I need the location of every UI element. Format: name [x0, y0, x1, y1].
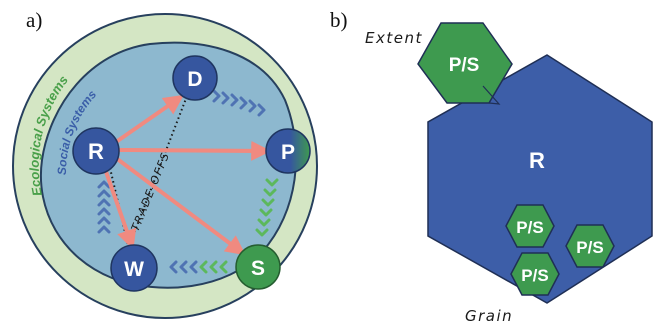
chevrons-s-to-w [169, 260, 228, 274]
arrow-r-to-p [118, 140, 272, 161]
grain-hex-1-label: P/S [516, 218, 543, 237]
tradeoff-lines [109, 95, 188, 250]
grain-hexagon-1: P/S [505, 204, 555, 248]
extent-label: Extent [365, 29, 423, 47]
chevrons-w-to-r [97, 180, 111, 234]
grain-hex-3-label: P/S [521, 266, 548, 285]
node-r-label: R [88, 139, 104, 164]
chevrons-p-to-s [255, 178, 279, 237]
node-r: R [72, 127, 120, 175]
node-w: W [110, 244, 158, 292]
panel-b-label: b) [330, 8, 348, 32]
extent-hexagon: P/S [417, 22, 513, 105]
node-w-label: W [124, 258, 144, 281]
chevrons-d-to-p [212, 89, 266, 117]
node-s-label: S [251, 257, 265, 280]
arrow-r-to-s [114, 156, 246, 256]
node-p-label: P [281, 141, 295, 164]
extent-hex-label: P/S [449, 55, 480, 76]
region-label: R [529, 148, 545, 173]
node-d-label: D [187, 68, 202, 91]
grain-hex-2-label: P/S [576, 238, 603, 257]
arrow-r-to-d [114, 94, 184, 144]
node-p: P [265, 128, 311, 174]
grain-hexagon-2: P/S [565, 224, 615, 268]
node-s: S [235, 244, 281, 290]
r-arrows [102, 94, 272, 256]
grain-label: Grain [465, 307, 513, 324]
node-d: D [172, 55, 218, 101]
panel-a-label: a) [26, 8, 42, 32]
arrow-r-to-w [102, 164, 137, 250]
grain-hexagon-3: P/S [510, 252, 560, 296]
